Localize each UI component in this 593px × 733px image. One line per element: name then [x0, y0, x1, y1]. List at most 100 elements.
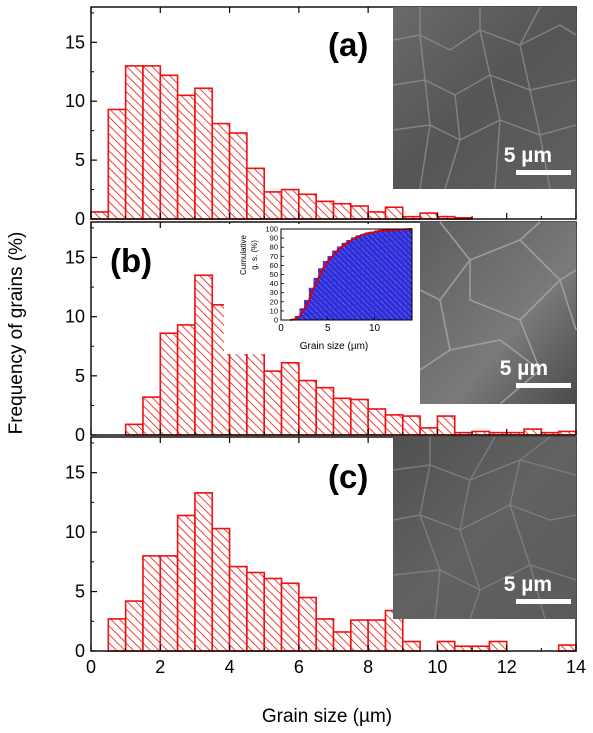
- bar-c-21: [471, 645, 491, 652]
- bar-c-22: [488, 640, 508, 652]
- bar-a-3: [142, 65, 162, 220]
- inset-cumulative-curve: [290, 228, 413, 321]
- inset-bar-10: [336, 246, 343, 321]
- inset-y-tick-label-50: 50: [270, 270, 278, 279]
- inset-y-tick-label-0: 0: [274, 316, 278, 325]
- panel-a: 0 5 10 15: [65, 6, 577, 229]
- inset-bar-22: [393, 229, 399, 321]
- inset-bar-7: [322, 260, 329, 321]
- y-tick-label-a-0: 0: [75, 209, 85, 229]
- bar-c-7: [228, 565, 248, 652]
- sem-image-a: 5 µm: [392, 6, 577, 190]
- bar-c-17: [401, 640, 421, 652]
- inset-y-tick-label-60: 60: [270, 261, 278, 270]
- y-tick-label-a-10: 10: [65, 91, 85, 111]
- bar-b-3: [176, 324, 196, 436]
- x-tick-label-2: 2: [155, 657, 165, 677]
- bar-c-14: [350, 619, 369, 652]
- y-tick-label-c-15: 15: [65, 463, 85, 483]
- y-tick-label-c-0: 0: [75, 641, 85, 661]
- bar-a-6: [194, 87, 214, 220]
- y-tick-label-b-0: 0: [75, 425, 85, 445]
- panel-label-c: (c): [328, 458, 368, 495]
- bar-a-5: [176, 94, 196, 220]
- bar-b-8: [263, 370, 283, 436]
- scale-bar-label-b: 5 µm: [500, 357, 548, 380]
- sem-image-c: 5 µm: [392, 436, 577, 620]
- inset-xlabel: Grain size (µm): [300, 341, 369, 352]
- x-axis-label: Grain size (µm): [262, 706, 392, 727]
- bar-b-13: [350, 398, 369, 436]
- bar-c-20: [453, 645, 473, 652]
- bar-b-2: [159, 332, 179, 436]
- bar-a-10: [263, 191, 283, 220]
- bar-b-15: [384, 414, 404, 436]
- bar-a-1: [107, 108, 127, 220]
- inset-bar-18: [374, 230, 380, 321]
- y-tick-label-b-15: 15: [65, 248, 85, 268]
- inset-bar-8: [327, 256, 333, 321]
- bar-c-2: [142, 555, 162, 652]
- bar-c-1: [124, 600, 144, 652]
- inset-bar-23: [397, 229, 403, 321]
- bar-a-9: [246, 167, 266, 220]
- y-tick-label-c-5: 5: [75, 582, 85, 602]
- inset-x-tick-label-5: 5: [325, 323, 331, 334]
- bar-b-18: [436, 415, 456, 436]
- bar-c-10: [280, 582, 300, 652]
- sem-image-b: 5 µm: [419, 221, 577, 405]
- bar-b-12: [332, 397, 352, 436]
- y-tick-label-b-5: 5: [75, 366, 85, 386]
- inset-y-tick-label-40: 40: [270, 279, 278, 288]
- inset-ylabel-line2: g. s. (%): [250, 240, 259, 270]
- x-tick-label-6: 6: [294, 657, 304, 677]
- bar-a-11: [280, 188, 300, 220]
- y-tick-label-c-10: 10: [65, 522, 85, 542]
- bar-c-11: [298, 596, 317, 652]
- inset-ylabel-line1: Cumulative: [239, 234, 248, 275]
- x-tick-label-8: 8: [363, 657, 373, 677]
- scale-bar-c: [516, 599, 571, 604]
- inset-x-tick-label-0: 0: [278, 323, 284, 334]
- inset-bar-21: [388, 229, 394, 321]
- bar-b-17: [419, 427, 439, 436]
- inset-x-tick-label-10: 10: [369, 323, 381, 334]
- y-tick-label-a-15: 15: [65, 32, 85, 52]
- inset-bar-25: [407, 228, 413, 321]
- bar-b-11: [315, 386, 335, 436]
- inset-bar-17: [369, 231, 375, 321]
- bar-a-0: [90, 211, 110, 220]
- bar-c-12: [315, 618, 335, 652]
- bar-a-13: [315, 200, 335, 220]
- inset-y-tick-label-20: 20: [270, 297, 278, 306]
- bar-a-16: [367, 211, 387, 220]
- bar-c-3: [159, 555, 179, 652]
- inset-y-tick-label-90: 90: [270, 234, 278, 243]
- bar-c-5: [194, 492, 214, 652]
- inset-bar-19: [379, 230, 385, 321]
- bar-b-23: [523, 428, 543, 436]
- bar-a-15: [350, 205, 369, 220]
- bar-c-6: [211, 527, 231, 652]
- bar-b-1: [142, 396, 162, 436]
- bar-c-4: [176, 514, 196, 652]
- inset-y-tick-label-30: 30: [270, 288, 278, 297]
- bar-b-14: [367, 408, 387, 436]
- inset-y-tick-label-100: 100: [265, 225, 278, 234]
- inset-bar-11: [341, 242, 347, 321]
- x-tick-label-14: 14: [566, 657, 586, 677]
- inset-bar-9: [332, 250, 338, 321]
- bar-c-19: [436, 640, 456, 652]
- x-tick-label-0: 0: [86, 657, 96, 677]
- panel-label-b: (b): [110, 242, 152, 279]
- bar-b-0: [124, 423, 144, 436]
- bar-c-0: [107, 618, 127, 652]
- inset-bar-24: [402, 229, 408, 321]
- bar-b-4: [194, 274, 214, 436]
- bar-c-15: [367, 619, 387, 652]
- x-tick-label-12: 12: [497, 657, 517, 677]
- bar-c-13: [332, 631, 352, 652]
- bar-c-9: [263, 577, 283, 652]
- inset-y-tick-label-70: 70: [270, 252, 278, 261]
